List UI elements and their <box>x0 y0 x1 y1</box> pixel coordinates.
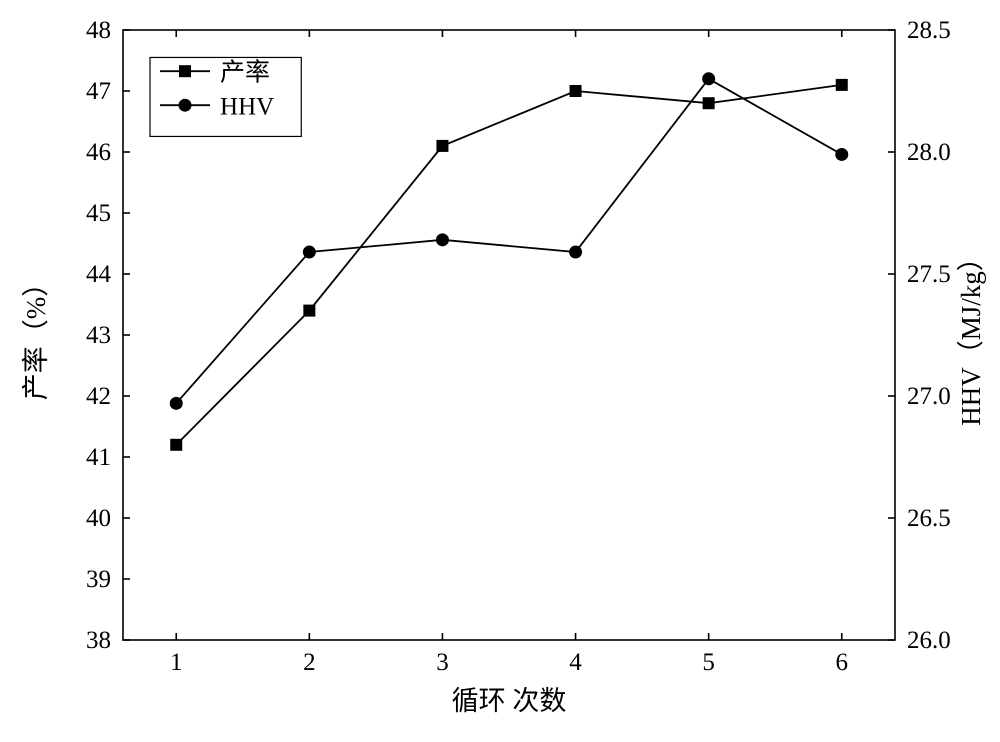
series-marker-1 <box>569 246 582 259</box>
series-marker-1 <box>436 233 449 246</box>
series-marker-1 <box>303 246 316 259</box>
y-left-tick-label: 42 <box>86 383 111 410</box>
series-marker-1 <box>170 397 183 410</box>
legend-item-label: 产率 <box>220 59 270 87</box>
y-left-tick-label: 40 <box>86 505 111 532</box>
series-marker-0 <box>303 305 315 317</box>
y-left-tick-label: 43 <box>86 322 111 349</box>
series-marker-1 <box>835 148 848 161</box>
y-left-tick-label: 48 <box>86 17 111 44</box>
dual-axis-line-chart: 123456383940414243444546474826.026.527.0… <box>0 0 1000 742</box>
y-right-tick-label: 26.5 <box>907 505 951 532</box>
y-left-tick-label: 38 <box>86 627 111 654</box>
y-left-tick-label: 41 <box>86 444 111 471</box>
chart-svg: 123456383940414243444546474826.026.527.0… <box>0 0 1000 742</box>
series-marker-0 <box>170 439 182 451</box>
x-axis-label: 循环 次数 <box>452 686 567 716</box>
y-left-tick-label: 39 <box>86 566 111 593</box>
series-marker-0 <box>570 85 582 97</box>
x-tick-label: 1 <box>170 649 183 676</box>
y-left-axis-label: 产率（%） <box>21 270 51 401</box>
series-marker-0 <box>836 79 848 91</box>
y-left-tick-label: 45 <box>86 200 111 227</box>
y-right-tick-label: 27.0 <box>907 383 951 410</box>
series-marker-1 <box>702 72 715 85</box>
y-right-axis-label: HHV（MJ/kg） <box>956 244 986 426</box>
series-marker-0 <box>703 97 715 109</box>
x-tick-label: 2 <box>303 649 316 676</box>
x-tick-label: 3 <box>436 649 449 676</box>
y-right-tick-label: 28.5 <box>907 17 951 44</box>
x-tick-label: 4 <box>569 649 582 676</box>
legend-item-label: HHV <box>220 94 274 121</box>
y-right-tick-label: 26.0 <box>907 627 951 654</box>
y-right-tick-label: 28.0 <box>907 139 951 166</box>
series-marker-0 <box>436 140 448 152</box>
y-left-tick-label: 46 <box>86 139 111 166</box>
x-tick-label: 6 <box>836 649 849 676</box>
y-right-tick-label: 27.5 <box>907 261 951 288</box>
x-tick-label: 5 <box>702 649 715 676</box>
y-left-tick-label: 44 <box>86 261 112 288</box>
y-left-tick-label: 47 <box>86 78 111 105</box>
